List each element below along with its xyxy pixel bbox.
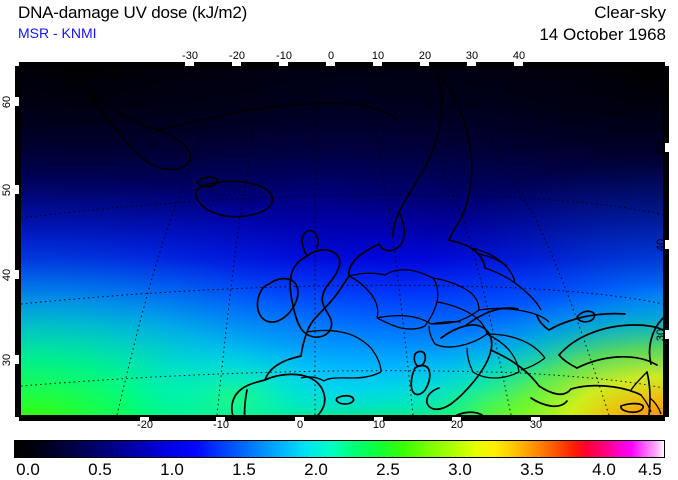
axis-bottom [19, 417, 665, 421]
tick-bottom-5 [452, 417, 461, 421]
colorbar-label-8: 4.0 [592, 460, 616, 479]
tick-top-6 [420, 62, 429, 66]
tick-top-7 [467, 62, 476, 66]
axis-top-label-4: 10 [371, 50, 385, 62]
tick-bottom-3 [295, 417, 304, 421]
axis-bottom-label-4: 20 [450, 419, 464, 431]
tick-top-1 [185, 62, 194, 66]
colorbar-gradient [14, 440, 665, 458]
axis-top-label-6: 30 [465, 50, 479, 62]
graticule [21, 68, 663, 415]
map-plot-area [19, 66, 665, 417]
tick-left-1 [15, 97, 19, 106]
colorbar-label-0: 0.0 [16, 460, 40, 479]
colorbar-label-2: 1.0 [160, 460, 184, 479]
axis-right-label-1: 40 [655, 238, 668, 252]
coastlines [66, 68, 663, 415]
sky-condition-label: Clear-sky [594, 3, 666, 22]
colorbar-label-4: 2.0 [304, 460, 328, 479]
tick-top-2 [232, 62, 241, 66]
tick-right-2 [665, 240, 669, 249]
institution-label: MSR - KNMI [18, 25, 97, 41]
tick-top-5 [373, 62, 382, 66]
colorbar-label-6: 3.0 [448, 460, 472, 479]
axis-bottom-label-1: -10 [213, 419, 229, 431]
tick-left-2 [15, 185, 19, 194]
tick-top-3 [279, 62, 288, 66]
axis-bottom-label-2: 0 [296, 419, 304, 431]
tick-left-3 [15, 270, 19, 279]
tick-left-4 [15, 355, 19, 364]
axis-top-label-0: -30 [182, 50, 198, 62]
axis-left-label-1: 50 [1, 183, 13, 197]
axis-left [15, 66, 19, 417]
axis-top-label-1: -20 [229, 50, 245, 62]
colorbar-label-1: 0.5 [88, 460, 112, 479]
axis-bottom-label-0: -20 [137, 419, 153, 431]
colorbar-label-9: 4.5 [638, 460, 662, 479]
axis-bottom-label-3: 10 [372, 419, 386, 431]
date-label: 14 October 1968 [539, 25, 666, 44]
axis-top-label-7: 40 [512, 50, 526, 62]
colorbar-label-5: 2.5 [376, 460, 400, 479]
tick-right-3 [665, 330, 669, 339]
country-borders [300, 247, 662, 415]
colorbar [14, 440, 665, 458]
axis-top-label-5: 20 [418, 50, 432, 62]
tick-bottom-6 [531, 417, 540, 421]
axis-top-label-3: 0 [327, 50, 335, 62]
tick-right-1 [665, 143, 669, 152]
tick-bottom-2 [216, 417, 225, 421]
axis-right-label-0: 50 [655, 141, 668, 155]
tick-bottom-1 [140, 417, 149, 421]
tick-top-8 [514, 62, 523, 66]
axis-left-label-0: 60 [1, 95, 13, 109]
axis-top-label-2: -10 [276, 50, 292, 62]
axis-right-label-2: 30 [655, 328, 668, 342]
uv-dose-field [21, 68, 663, 415]
axis-bottom-label-5: 30 [529, 419, 543, 431]
axis-top [19, 62, 665, 66]
colorbar-label-7: 3.5 [520, 460, 544, 479]
tick-top-4 [326, 62, 335, 66]
axis-left-label-2: 40 [1, 268, 13, 282]
page-title: DNA-damage UV dose (kJ/m2) [18, 3, 248, 22]
colorbar-label-3: 1.5 [232, 460, 256, 479]
axis-left-label-3: 30 [1, 353, 13, 367]
tick-bottom-4 [374, 417, 383, 421]
